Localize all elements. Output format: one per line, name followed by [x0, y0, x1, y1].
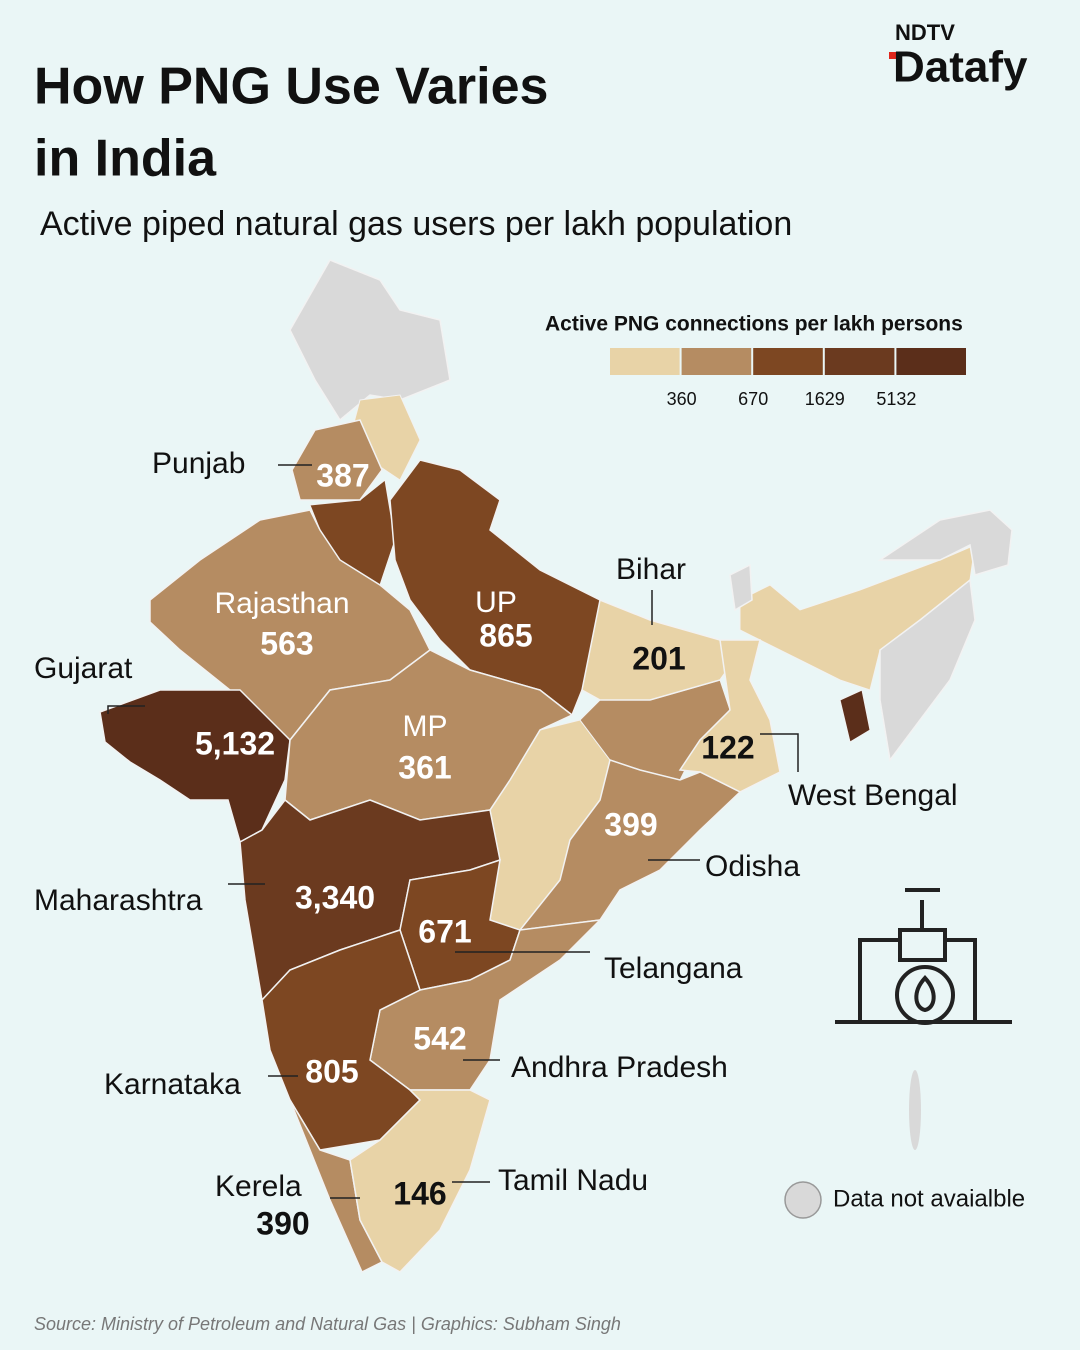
state-name: Punjab: [152, 447, 245, 480]
state-value: 387: [316, 457, 369, 493]
legend-break: 5132: [876, 389, 916, 409]
state-name: UP: [475, 586, 517, 619]
legend-swatch: [896, 348, 966, 375]
state-value: 865: [479, 617, 532, 653]
legend-swatch: [753, 348, 823, 375]
state-value: 671: [418, 913, 471, 949]
state-name: Karnataka: [104, 1068, 241, 1101]
region-no-data: [879, 578, 976, 762]
map: [99, 259, 1013, 1274]
region: [839, 689, 871, 743]
no-data-swatch: [784, 1181, 822, 1219]
state-value: 122: [701, 729, 754, 765]
legend-break: 1629: [805, 389, 845, 409]
state-name: Telangana: [604, 952, 743, 985]
state-name: Kerela: [215, 1170, 302, 1203]
leader-line: [107, 705, 145, 714]
flame-ring: [895, 965, 955, 1025]
state-region: [349, 1089, 491, 1273]
pipeline-icon: [835, 888, 1012, 1025]
state-name: MP: [403, 710, 448, 743]
state-value: 390: [256, 1205, 309, 1241]
legend-break: 670: [738, 389, 768, 409]
state-value: 542: [413, 1020, 466, 1056]
state-name: Odisha: [705, 850, 800, 883]
leader-line: [760, 733, 799, 772]
state-value: 399: [604, 806, 657, 842]
state-name: Tamil Nadu: [498, 1164, 648, 1197]
region-no-data: [729, 563, 753, 612]
state-value: 361: [398, 749, 451, 785]
state-value: 146: [393, 1175, 446, 1211]
state-name: Rajasthan: [214, 587, 349, 620]
title-line: How PNG Use Varies: [34, 58, 548, 116]
legend-swatch: [610, 348, 680, 375]
legend-title: Active PNG connections per lakh persons: [545, 313, 963, 336]
brand-dot: [889, 52, 896, 59]
state-value: 5,132: [195, 725, 275, 761]
state-name: Gujarat: [34, 652, 133, 685]
subtitle: Active piped natural gas users per lakh …: [40, 205, 792, 243]
state-name: West Bengal: [788, 779, 958, 812]
state-value: 563: [260, 625, 313, 661]
state-value: 805: [305, 1053, 358, 1089]
title-line: in India: [34, 130, 217, 188]
brand: Datafy: [893, 43, 1028, 92]
islands: [909, 1070, 921, 1150]
source: Source: Ministry of Petroleum and Natura…: [34, 1314, 621, 1334]
state-name: Bihar: [616, 553, 686, 586]
state-name: Maharashtra: [34, 884, 203, 917]
legend-swatch: [824, 348, 895, 375]
legend-break: 360: [667, 389, 697, 409]
state-region: [291, 419, 383, 501]
region-no-data: [877, 509, 1013, 576]
state-value: 3,340: [295, 879, 375, 915]
legend-swatch: [681, 348, 752, 375]
flame: [914, 975, 936, 1013]
state-region: [518, 759, 742, 931]
brand-top: NDTV: [895, 20, 955, 45]
no-data-label: Data not avaialble: [833, 1185, 1025, 1212]
state-value: 201: [632, 640, 685, 676]
state-name: Andhra Pradesh: [511, 1051, 728, 1084]
region-no-data: [289, 259, 451, 422]
